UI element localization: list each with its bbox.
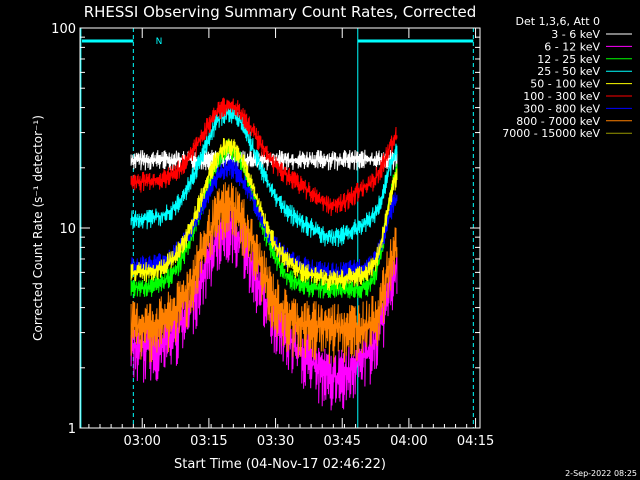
x-axis-label: Start Time (04-Nov-17 02:46:22) xyxy=(174,457,386,472)
x-tick-label-6: 04:15 xyxy=(457,434,494,449)
chart-title: RHESSI Observing Summary Count Rates, Co… xyxy=(84,3,477,21)
legend-label-8: 800 - 7000 keV xyxy=(516,115,600,128)
legend-label-9: 7000 - 15000 keV xyxy=(502,127,600,140)
legend-label-2: 6 - 12 keV xyxy=(544,40,600,53)
series-line-8 xyxy=(130,182,398,364)
flag-label: N xyxy=(156,37,163,47)
legend-label-1: 3 - 6 keV xyxy=(551,28,600,41)
axes: 1 10 100 03:00 03:15 03:30 03:45 04:00 04:15 xyxy=(51,22,494,449)
x-tick-label-1: 03:00 xyxy=(123,434,160,449)
plot-area xyxy=(80,28,474,428)
legend-label-7: 300 - 800 keV xyxy=(523,102,600,115)
series-line-5 xyxy=(130,137,398,291)
legend-label-4: 25 - 50 keV xyxy=(537,65,600,78)
series-line-4 xyxy=(130,104,398,248)
x-tick-label-3: 03:30 xyxy=(257,434,294,449)
y-axis-label: Corrected Count Rate (s⁻¹ detector⁻¹) xyxy=(31,115,45,341)
legend-label-5: 50 - 100 keV xyxy=(530,78,600,91)
legend-label-6: 100 - 300 keV xyxy=(523,90,600,103)
legend-label-3: 12 - 25 keV xyxy=(537,53,600,66)
series-line-6 xyxy=(130,97,398,217)
y-tick-label-3: 100 xyxy=(51,22,76,37)
y-tick-label-1: 1 xyxy=(68,422,76,437)
date-stamp: 2-Sep-2022 08:25 xyxy=(565,469,637,478)
x-tick-label-4: 03:45 xyxy=(323,434,360,449)
x-tick-label-5: 04:00 xyxy=(390,434,427,449)
legend-title: Det 1,3,6, Att 0 xyxy=(516,15,600,28)
x-tick-label-2: 03:15 xyxy=(190,434,227,449)
y-tick-label-2: 10 xyxy=(59,222,76,237)
